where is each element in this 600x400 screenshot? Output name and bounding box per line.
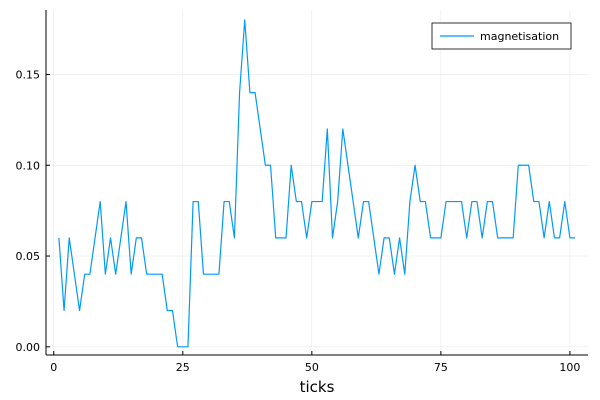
series-line-magnetisation (58, 19, 576, 348)
x-tick-label: 25 (176, 361, 190, 374)
grid (46, 10, 588, 355)
legend-label: magnetisation (480, 30, 559, 43)
x-tick-label: 0 (50, 361, 57, 374)
x-axis-label: ticks (300, 378, 335, 396)
x-tick-label: 75 (434, 361, 448, 374)
y-tick-label: 0.00 (16, 341, 41, 354)
x-ticks: 0 25 50 75 100 (50, 351, 580, 374)
axes (45, 10, 588, 356)
y-tick-label: 0.10 (16, 159, 41, 172)
y-tick-label: 0.15 (16, 68, 41, 81)
x-tick-label: 50 (305, 361, 319, 374)
legend-box (431, 22, 572, 50)
y-tick-label: 0.05 (16, 250, 41, 263)
x-tick-label: 100 (559, 361, 580, 374)
legend: magnetisation (431, 22, 572, 50)
y-ticks: 0.00 0.05 0.10 0.15 (16, 68, 50, 354)
series-layer (58, 19, 576, 348)
